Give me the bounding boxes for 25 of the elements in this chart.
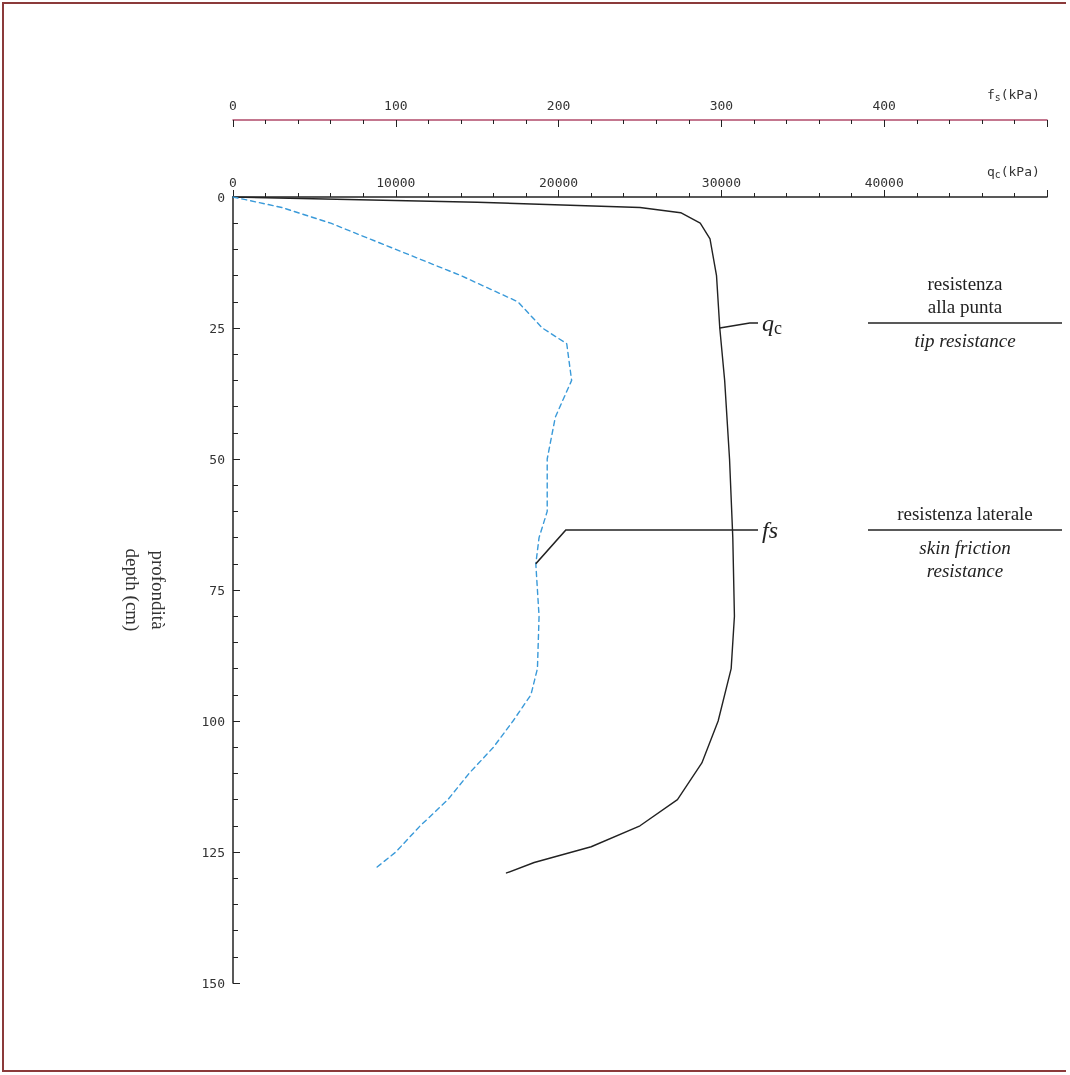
y-axis-title: profondità depth (cm) bbox=[120, 548, 169, 632]
text: fs bbox=[762, 517, 779, 543]
y-tick-label: 25 bbox=[209, 320, 225, 336]
x2-tick-label: 200 bbox=[546, 98, 571, 113]
y-tick-label: 50 bbox=[209, 451, 225, 467]
y-tick-label: 0 bbox=[217, 189, 225, 205]
x2-tick-label: 300 bbox=[709, 98, 734, 113]
y-tick-label: 150 bbox=[201, 975, 225, 991]
x-tick-label: 30000 bbox=[701, 175, 741, 190]
x-axis-title: qc(kPa) bbox=[987, 163, 1040, 180]
y-tick-label: 75 bbox=[209, 582, 225, 598]
x-tick-label: 40000 bbox=[864, 175, 904, 190]
annotation: tip resistance bbox=[914, 330, 1016, 351]
x2-tick-label: 100 bbox=[384, 98, 408, 113]
x-tick-label: 10000 bbox=[376, 175, 416, 190]
x2-tick-label: 400 bbox=[872, 98, 896, 113]
x-tick-label: 20000 bbox=[539, 175, 579, 190]
y-tick-label: 125 bbox=[201, 844, 225, 860]
x2-tick-label: 0 bbox=[229, 98, 237, 113]
x2-axis-title: fs(kPa) bbox=[987, 86, 1040, 103]
annotation: resistenza alla punta bbox=[927, 273, 1004, 317]
annotation: resistenza laterale bbox=[897, 503, 1033, 524]
x-tick-label: 0 bbox=[229, 175, 237, 190]
y-tick-label: 100 bbox=[201, 713, 225, 729]
annotation: skin friction resistance bbox=[919, 537, 1011, 581]
